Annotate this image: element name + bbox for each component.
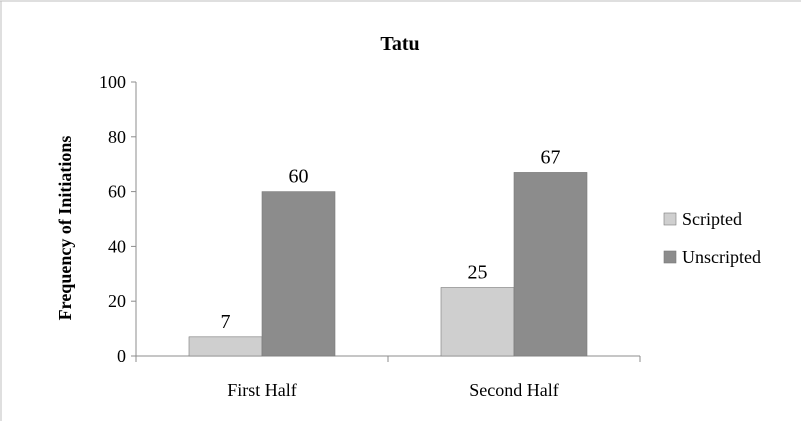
legend-swatch-scripted (663, 212, 677, 226)
legend: Scripted Unscripted (663, 209, 761, 267)
bar-unscripted-first-half (261, 191, 336, 357)
legend-label-scripted: Scripted (682, 209, 742, 229)
bar-scripted-first-half (188, 336, 263, 357)
chart-title: Tatu (380, 33, 419, 55)
data-label: 7 (221, 311, 231, 333)
data-label: 60 (289, 166, 309, 188)
y-tick-label: 0 (117, 346, 126, 366)
y-axis-label: Frequency of Initiations (55, 136, 75, 321)
y-tick-label: 100 (99, 72, 126, 92)
data-label: 67 (541, 146, 561, 168)
y-tick-label: 40 (108, 236, 126, 256)
data-label: 25 (468, 262, 488, 284)
bar-scripted-second-half (440, 287, 515, 357)
legend-label-unscripted: Unscripted (682, 247, 761, 267)
bar-unscripted-second-half (513, 172, 588, 357)
y-tick-label: 20 (108, 291, 126, 311)
x-tick-label: First Half (227, 380, 297, 400)
y-tick-label: 60 (108, 182, 126, 202)
y-tick-label: 80 (108, 127, 126, 147)
plot-area: 0 20 40 60 80 100 7 60 First Half 25 67 Second Half (99, 72, 641, 400)
x-tick-label: Second Half (469, 380, 558, 400)
legend-swatch-unscripted (663, 250, 677, 264)
